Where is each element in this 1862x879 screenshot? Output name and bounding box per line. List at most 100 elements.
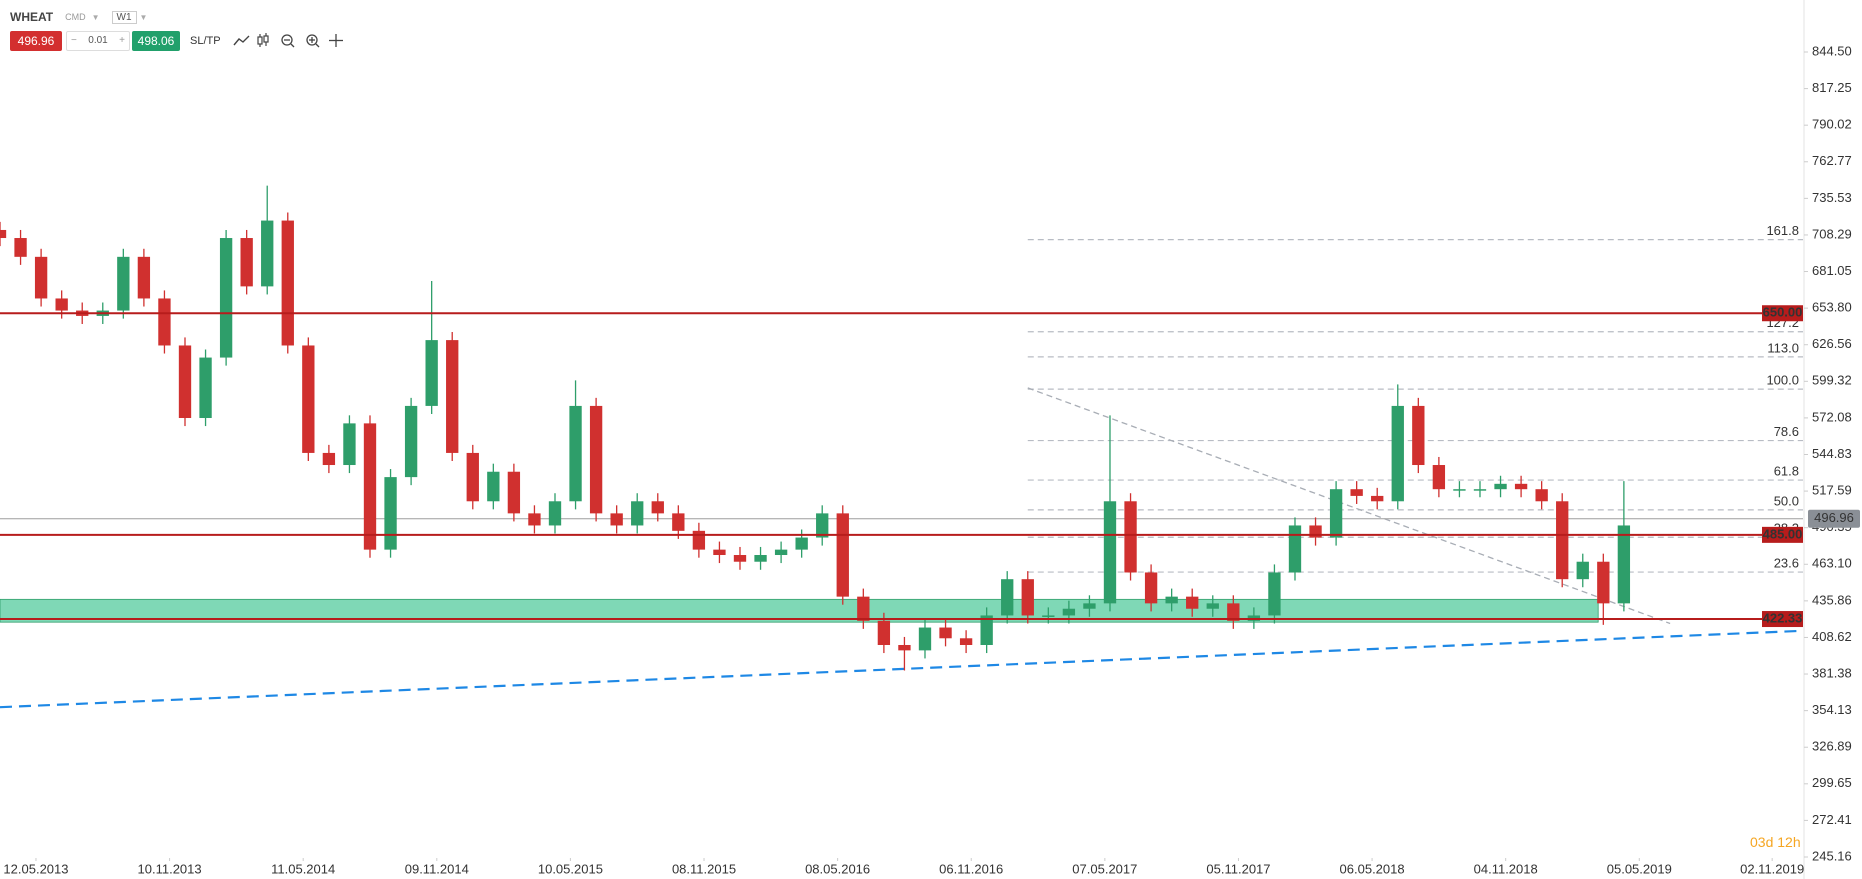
candle-body: [507, 471, 521, 514]
symbol-bar: WHEAT CMD ▼ W1 ▼: [10, 9, 147, 25]
candle-body: [1432, 465, 1446, 490]
dropdown-caret[interactable]: ▼: [91, 12, 100, 22]
y-tick-label: 790.02: [1812, 117, 1852, 132]
candle-body: [939, 627, 952, 639]
candle-body: [1083, 603, 1096, 609]
x-tick-label: 04.11.2018: [1474, 861, 1538, 876]
candle-body: [733, 555, 747, 562]
candle-body: [466, 452, 479, 502]
crosshair[interactable]: [329, 34, 343, 47]
candle-body: [713, 549, 726, 556]
y-tick-label: 572.08: [1812, 409, 1852, 424]
candle-body: [877, 620, 891, 645]
level-box: [1762, 611, 1803, 628]
buy-button[interactable]: 498.06: [132, 31, 180, 51]
symbol[interactable]: WHEAT: [10, 10, 54, 24]
candle-body: [1391, 405, 1404, 502]
candle-body: [487, 471, 500, 502]
candle-body: [281, 220, 294, 346]
candle-body: [219, 238, 233, 358]
candle-body: [14, 238, 27, 257]
fib-label: 61.8: [1774, 463, 1799, 478]
candle-body: [774, 549, 788, 556]
x-tick-label: 05.11.2017: [1206, 861, 1270, 876]
candle-body: [1144, 572, 1158, 604]
line-tool[interactable]: [233, 35, 250, 46]
candle-body: [1350, 489, 1363, 496]
y-tick-label: 245.16: [1812, 848, 1852, 863]
candle-body: [1535, 489, 1548, 502]
candle-body: [1514, 483, 1528, 490]
trend-line: [1027, 387, 1671, 625]
x-tick-label: 05.05.2019: [1607, 861, 1672, 876]
candle-body: [1412, 405, 1425, 466]
fib-label: 23.6: [1774, 556, 1799, 571]
candle-body: [1021, 579, 1034, 616]
volume-input[interactable]: − 0.01 +: [66, 31, 130, 51]
support-zone: [0, 598, 1599, 623]
sltp[interactable]: SL/TP: [190, 35, 221, 47]
x-tick-label: 10.05.2015: [538, 861, 603, 876]
y-tick-label: 326.89: [1812, 739, 1852, 754]
zoom-in[interactable]: [306, 34, 320, 48]
candle-body: [302, 345, 315, 453]
candle-body: [1494, 483, 1507, 490]
candle-body: [610, 513, 623, 526]
fib-label: 100.0: [1766, 373, 1799, 388]
y-tick-label: 272.41: [1812, 812, 1852, 827]
instrument-kind: CMD: [65, 12, 86, 22]
candle-body: [137, 256, 151, 299]
candle-body: [199, 357, 212, 419]
dropdown-caret[interactable]: ▼: [139, 12, 148, 22]
candle-body: [1227, 603, 1240, 621]
candle-body: [34, 256, 48, 299]
sell-button[interactable]: 496.96: [10, 31, 62, 51]
candle-body: [55, 298, 68, 311]
y-tick-label: 408.62: [1812, 629, 1852, 644]
candle-body: [1576, 561, 1589, 580]
candle-body: [343, 423, 356, 466]
plus[interactable]: +: [119, 35, 125, 46]
trend-line: [0, 629, 1804, 709]
candle-body: [0, 229, 7, 239]
candle-body: [1597, 561, 1610, 604]
candle-body: [1042, 615, 1055, 617]
candle-body: [692, 530, 706, 550]
candle-body: [816, 513, 829, 538]
volume: 0.01: [88, 35, 108, 46]
candle-body: [322, 452, 336, 466]
x-tick-label: 06.05.2018: [1340, 861, 1405, 876]
fib-label: 113.0: [1767, 340, 1799, 355]
candle-body: [918, 627, 932, 651]
level-box: [1762, 305, 1803, 322]
candle-body: [1268, 572, 1281, 616]
tool-icons: [233, 33, 343, 48]
current-price-box: [1808, 509, 1860, 528]
level-label: 485.00: [1763, 526, 1803, 541]
candle-tool[interactable]: [257, 33, 269, 47]
x-tick-label: 08.11.2015: [672, 861, 736, 876]
candle-body: [363, 423, 377, 550]
minus[interactable]: −: [71, 35, 77, 46]
level-box: [1762, 526, 1803, 543]
candle-body: [1556, 501, 1569, 580]
candle-body: [1165, 596, 1178, 604]
fib-label: 50.0: [1774, 493, 1799, 508]
candle-body: [1288, 525, 1302, 573]
candle-body: [1186, 596, 1199, 609]
y-tick-label: 626.56: [1812, 336, 1852, 351]
candle-body: [1001, 579, 1014, 616]
candle-body: [631, 501, 644, 526]
interval[interactable]: W1: [111, 10, 137, 24]
candle-body: [1206, 603, 1219, 609]
fib-label: 78.6: [1774, 424, 1799, 439]
x-tick-label: 10.11.2013: [138, 861, 202, 876]
candle-body: [1371, 495, 1384, 502]
candle-body: [117, 256, 130, 311]
candle-body: [959, 638, 973, 645]
candle-body: [672, 513, 685, 531]
zoom-out[interactable]: [281, 34, 295, 48]
candle-body: [548, 501, 562, 526]
